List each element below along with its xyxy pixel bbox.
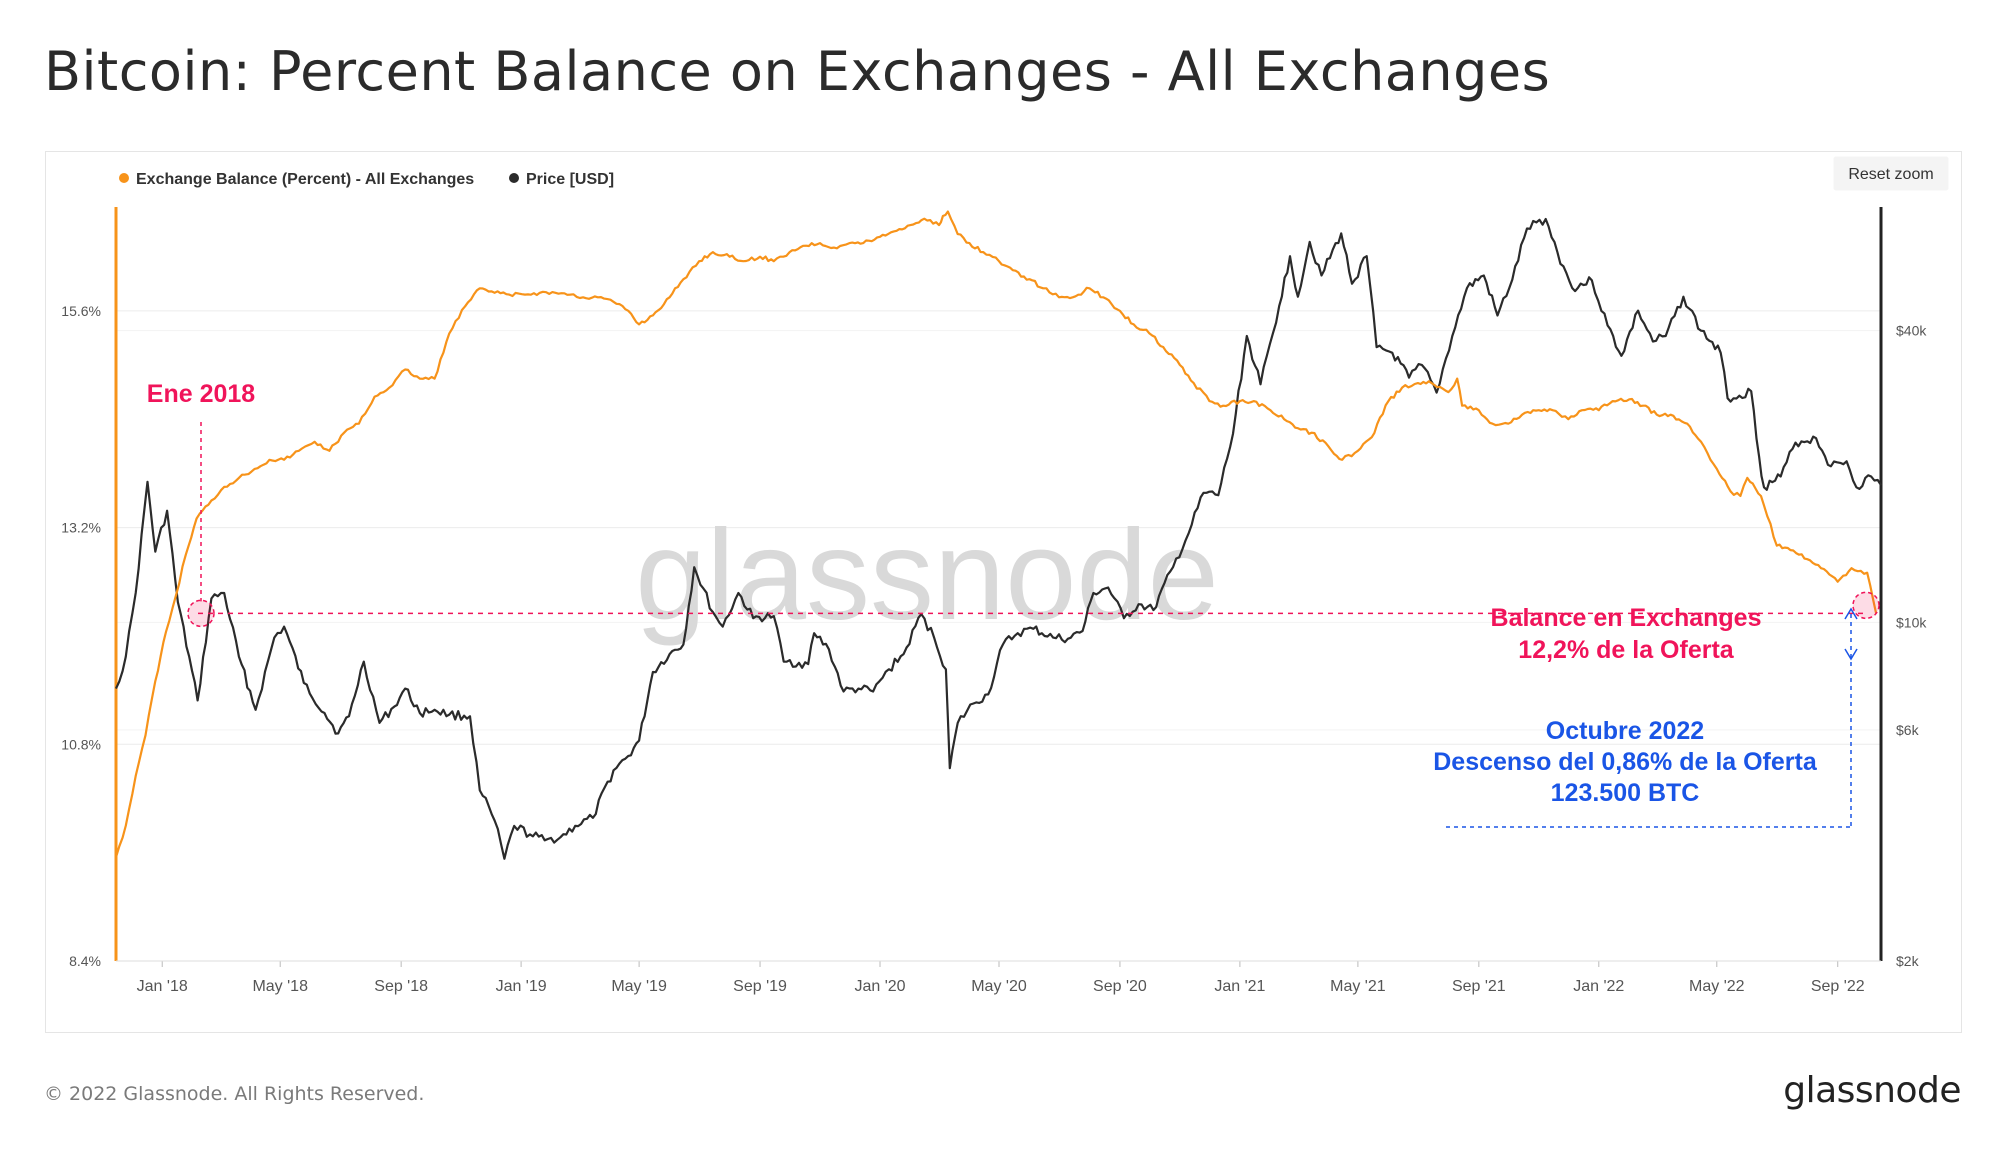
axis-layer: 8.4% 10.8% 13.2% 15.6% $2k $6k $10k $40k Jan '18… — [61, 207, 1927, 995]
x-tick-label: Jan '22 — [1573, 978, 1624, 995]
x-tick-label: Sep '20 — [1093, 978, 1147, 995]
x-tick-label: Jan '19 — [496, 978, 547, 995]
legend-label-price[interactable]: Price [USD] — [526, 171, 614, 188]
x-tick-label: May '19 — [611, 978, 667, 995]
series-line-price — [115, 217, 1882, 860]
x-tick-label: May '18 — [252, 978, 308, 995]
legend-label-balance[interactable]: Exchange Balance (Percent) - All Exchang… — [136, 171, 474, 188]
x-tick-label: Sep '21 — [1452, 978, 1506, 995]
footer-copyright: © 2022 Glassnode. All Rights Reserved. — [44, 1083, 425, 1105]
y-left-tick-label: 8.4% — [69, 953, 101, 969]
watermark-text: glassnode — [635, 504, 1219, 647]
x-tick-label: Jan '21 — [1214, 978, 1265, 995]
series-layer — [114, 210, 1882, 860]
annotation-circle-jan2018 — [187, 599, 215, 628]
y-left-tick-label: 13.2% — [61, 520, 101, 536]
x-tick-label: Jan '20 — [854, 978, 905, 995]
annotation-octubre-line3: 123.500 BTC — [1551, 779, 1700, 807]
annotation-balance-line2: 12,2% de la Oferta — [1518, 636, 1734, 664]
legend-swatch-balance — [119, 173, 129, 183]
chart-legend: Exchange Balance (Percent) - All Exchang… — [119, 171, 614, 188]
series-line-exchange-balance — [114, 210, 1878, 858]
annotation-octubre-line1: Octubre 2022 — [1546, 717, 1704, 745]
annotation-blue-arrow-down — [1844, 648, 1858, 661]
y-left-tick-label: 15.6% — [61, 303, 101, 319]
y-right-tick-label: $2k — [1896, 953, 1920, 969]
x-tick-label: May '21 — [1330, 978, 1386, 995]
reset-zoom-button[interactable]: Reset zoom — [1833, 156, 1949, 191]
y-right-tick-label: $10k — [1896, 614, 1927, 630]
reset-zoom-label[interactable]: Reset zoom — [1848, 166, 1933, 183]
x-tick-label: Sep '18 — [374, 978, 428, 995]
annotation-ene2018-label: Ene 2018 — [147, 380, 256, 408]
x-tick-label: May '22 — [1689, 978, 1745, 995]
legend-swatch-price — [509, 173, 519, 183]
annotation-balance-line1: Balance en Exchanges — [1491, 604, 1762, 632]
annotation-circle-oct2022 — [1852, 591, 1880, 620]
annotation-blue-arrow-up — [1844, 607, 1858, 620]
x-tick-label: May '20 — [971, 978, 1027, 995]
glassnode-logo: glassnode — [1783, 1070, 1961, 1111]
chart-frame: glassnode 8.4% 10.8% 13.2% 15.6% $2k $6k $10k $… — [45, 151, 1962, 1033]
y-right-tick-label: $40k — [1896, 323, 1927, 339]
chart-svg: glassnode 8.4% 10.8% 13.2% 15.6% $2k $6k $10k $… — [61, 156, 1949, 995]
x-tick-label: Sep '19 — [733, 978, 787, 995]
annotation-octubre-line2: Descenso del 0,86% de la Oferta — [1433, 748, 1818, 776]
annotation-layer: Ene 2018 Balance en Exchanges 12,2% de la … — [147, 380, 1880, 828]
page-title: Bitcoin: Percent Balance on Exchanges - … — [44, 40, 1551, 103]
y-left-tick-label: 10.8% — [61, 736, 101, 752]
x-tick-label: Jan '18 — [137, 978, 188, 995]
y-right-tick-label: $6k — [1896, 722, 1920, 738]
x-tick-label: Sep '22 — [1811, 978, 1865, 995]
